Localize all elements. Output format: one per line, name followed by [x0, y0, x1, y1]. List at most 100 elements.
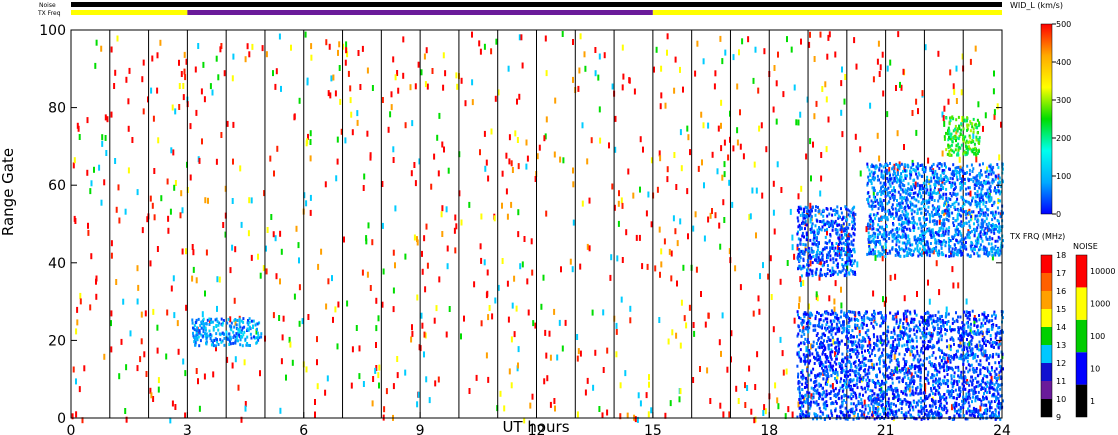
- echo-pixel: [932, 351, 935, 355]
- echo-pixel: [882, 331, 885, 335]
- echo-pixel: [830, 348, 833, 352]
- echo-pixel: [823, 391, 825, 395]
- scatter-pixel: [136, 265, 139, 272]
- scatter-pixel: [757, 87, 760, 94]
- echo-pixel: [897, 326, 900, 330]
- echo-pixel: [822, 377, 825, 381]
- echo-pixel: [197, 335, 200, 339]
- echo-pixel: [821, 393, 824, 397]
- echo-pixel: [813, 230, 816, 234]
- echo-pixel: [904, 332, 907, 336]
- echo-pixel: [896, 172, 899, 176]
- echo-pixel: [862, 375, 865, 379]
- echo-pixel: [809, 238, 812, 242]
- scatter-pixel: [404, 122, 407, 129]
- scatter-pixel: [81, 417, 84, 424]
- scatter-pixel: [979, 405, 982, 412]
- echo-pixel: [978, 383, 981, 387]
- scatter-pixel: [633, 88, 636, 95]
- echo-pixel: [931, 404, 934, 408]
- scatter-pixel: [727, 154, 730, 161]
- echo-pixel: [819, 251, 821, 254]
- scatter-pixel: [832, 338, 835, 345]
- echo-pixel: [843, 216, 846, 219]
- echo-pixel: [835, 316, 838, 320]
- echo-pixel: [835, 348, 838, 352]
- echo-pixel: [829, 397, 832, 400]
- scatter-pixel: [813, 56, 816, 62]
- scatter-pixel: [404, 369, 407, 376]
- echo-pixel: [832, 364, 835, 368]
- echo-pixel: [898, 334, 900, 338]
- echo-pixel: [858, 358, 860, 362]
- echo-pixel: [910, 381, 912, 385]
- echo-pixel: [891, 189, 893, 193]
- echo-pixel: [973, 392, 976, 396]
- echo-pixel: [997, 406, 1000, 410]
- echo-pixel: [220, 340, 223, 344]
- echo-pixel: [217, 343, 220, 346]
- echo-pixel: [911, 339, 914, 343]
- echo-pixel: [876, 381, 879, 385]
- echo-pixel: [985, 358, 988, 362]
- echo-pixel: [199, 339, 202, 343]
- echo-pixel: [936, 413, 939, 417]
- scatter-pixel: [888, 167, 891, 173]
- echo-pixel: [205, 341, 207, 345]
- echo-pixel: [844, 394, 847, 397]
- scatter-pixel: [428, 397, 431, 404]
- scatter-pixel: [615, 328, 618, 335]
- echo-pixel: [247, 328, 250, 332]
- echo-pixel: [991, 413, 994, 417]
- echo-pixel: [910, 415, 912, 419]
- echo-pixel: [806, 390, 809, 394]
- echo-pixel: [225, 330, 228, 334]
- scatter-pixel: [220, 43, 223, 49]
- scatter-pixel: [231, 244, 234, 251]
- echo-pixel: [927, 415, 930, 419]
- echo-pixel: [818, 397, 821, 400]
- echo-pixel: [840, 367, 843, 371]
- scatter-pixel: [663, 238, 666, 245]
- echo-pixel: [874, 354, 877, 357]
- scatter-pixel: [157, 377, 160, 384]
- scatter-pixel: [693, 330, 696, 337]
- echo-pixel: [970, 413, 973, 417]
- echo-pixel: [246, 321, 249, 325]
- echo-pixel: [816, 403, 819, 407]
- scatter-pixel: [787, 406, 790, 413]
- echo-pixel: [993, 312, 996, 316]
- scatter-pixel: [511, 167, 514, 173]
- echo-pixel: [995, 414, 997, 418]
- echo-pixel: [833, 208, 836, 212]
- echo-pixel: [943, 405, 946, 409]
- echo-pixel: [924, 405, 927, 409]
- echo-pixel: [846, 417, 849, 421]
- scatter-pixel: [856, 261, 859, 268]
- echo-pixel: [933, 328, 936, 332]
- echo-pixel: [821, 225, 824, 229]
- echo-pixel: [870, 317, 872, 321]
- echo-pixel: [837, 214, 840, 218]
- scatter-pixel: [897, 31, 900, 38]
- echo-pixel: [967, 395, 969, 399]
- scatter-pixel: [744, 402, 747, 408]
- scatter-pixel: [194, 66, 197, 73]
- echo-pixel: [808, 326, 811, 330]
- echo-pixel: [872, 366, 875, 370]
- scatter-pixel: [139, 356, 142, 363]
- echo-pixel: [952, 357, 955, 361]
- scatter-pixel: [969, 190, 972, 197]
- echo-pixel: [968, 392, 971, 396]
- echo-pixel: [963, 414, 966, 418]
- echo-pixel: [830, 322, 833, 326]
- scatter-pixel: [392, 249, 395, 256]
- echo-pixel: [952, 390, 955, 393]
- echo-pixel: [245, 343, 248, 347]
- echo-pixel: [842, 267, 845, 271]
- scatter-pixel: [606, 409, 609, 416]
- echo-pixel: [869, 409, 871, 413]
- scatter-pixel: [136, 189, 139, 196]
- echo-pixel: [917, 413, 920, 417]
- scatter-pixel: [396, 372, 399, 379]
